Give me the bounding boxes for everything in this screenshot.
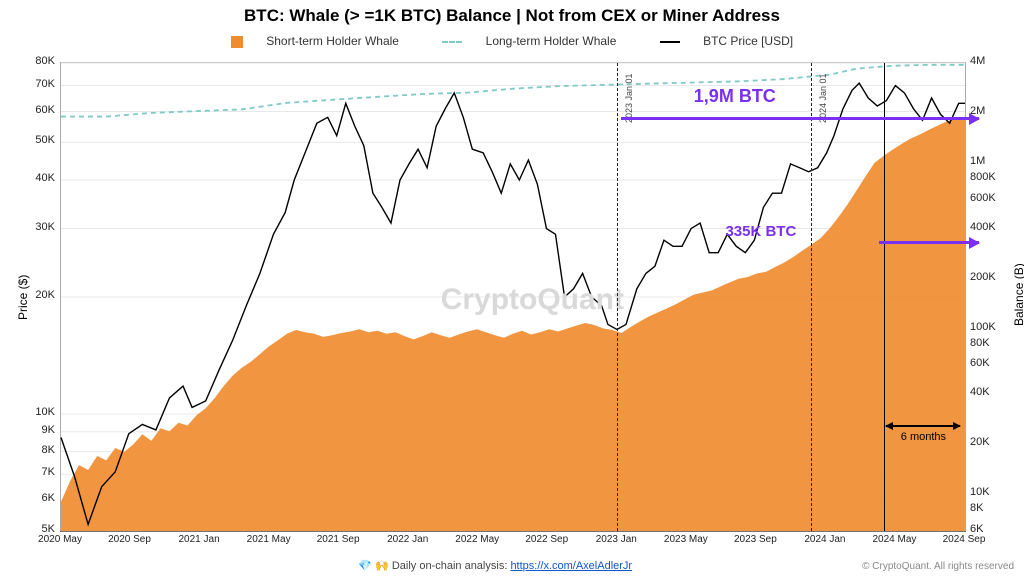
legend-swatch-sth [231,36,243,48]
legend-item-price: BTC Price [USD] [650,34,803,48]
footer-caption: 💎 🙌 Daily on-chain analysis: https://x.c… [358,559,632,572]
x-tick: 2021 May [247,534,291,545]
y-left-tick: 6K [15,492,55,504]
y-right-tick: 200K [970,271,1010,283]
range-arrow [886,425,960,427]
x-tick: 2024 Sep [943,534,986,545]
chart-legend: Short-term Holder Whale Long-term Holder… [0,34,1024,48]
x-tick: 2020 Sep [108,534,151,545]
y-right-tick: 20K [970,436,1010,448]
y-right-tick: 400K [970,221,1010,233]
x-tick: 2022 Jan [387,534,428,545]
y-right-tick: 800K [970,171,1010,183]
y-right-tick: 2M [970,105,1010,117]
y-left-tick: 9K [15,424,55,436]
vertical-marker [884,63,885,531]
y-right-tick: 8K [970,502,1010,514]
x-tick: 2023 Jan [596,534,637,545]
y-right-tick: 4M [970,55,1010,67]
x-tick: 2021 Sep [317,534,360,545]
plot-area: CryptoQuant 2023 Jan 012024 Jan 011,9M B… [60,62,966,532]
vertical-marker [811,63,812,531]
y-right-tick: 80K [970,337,1010,349]
y-left-tick: 7K [15,466,55,478]
x-tick: 2020 May [38,534,82,545]
y-left-tick: 8K [15,444,55,456]
plot-svg [61,63,965,531]
y-left-tick: 80K [15,55,55,67]
legend-swatch-lth [442,41,462,43]
y-right-tick: 40K [970,386,1010,398]
x-tick: 2021 Jan [178,534,219,545]
y-left-tick: 70K [15,78,55,90]
legend-item-lth: Long-term Holder Whale [432,34,629,48]
copyright-text: © CryptoQuant. All rights reserved [862,561,1014,572]
y-right-tick: 60K [970,357,1010,369]
annotation-arrow [621,117,978,120]
annotation-text: 335K BTC [725,223,796,240]
vertical-marker [617,63,618,531]
x-tick: 2024 May [872,534,916,545]
y-left-tick: 10K [15,406,55,418]
x-tick: 2024 Jan [804,534,845,545]
y-left-tick: 50K [15,134,55,146]
range-label: 6 months [901,431,946,443]
vertical-marker-label: 2024 Jan 01 [818,73,828,123]
y-left-tick: 30K [15,221,55,233]
y-right-tick: 10K [970,486,1010,498]
vertical-marker-label: 2023 Jan 01 [624,73,634,123]
x-tick: 2022 Sep [525,534,568,545]
x-tick: 2022 May [455,534,499,545]
x-tick: 2023 May [664,534,708,545]
x-tick: 2023 Sep [734,534,777,545]
y-right-tick: 600K [970,192,1010,204]
y-right-tick: 100K [970,321,1010,333]
chart-title: BTC: Whale (> =1K BTC) Balance | Not fro… [0,6,1024,26]
y-right-tick: 1M [970,155,1010,167]
y-right-label: Balance (B) [1012,263,1024,326]
annotation-text: 1,9M BTC [694,86,776,107]
annotation-arrow [879,241,978,244]
legend-swatch-price [660,41,680,43]
footer-link[interactable]: https://x.com/AxelAdlerJr [510,560,632,572]
y-left-label: Price ($) [16,275,30,320]
y-left-tick: 40K [15,172,55,184]
chart-container: BTC: Whale (> =1K BTC) Balance | Not fro… [0,0,1024,576]
y-left-tick: 60K [15,104,55,116]
legend-item-sth: Short-term Holder Whale [221,34,412,48]
